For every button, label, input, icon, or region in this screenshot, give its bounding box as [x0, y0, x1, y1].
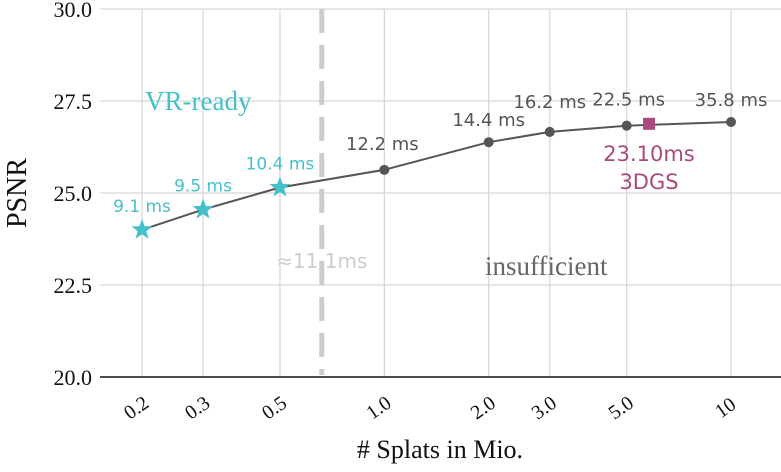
- square-marker-3dgs: [643, 117, 656, 130]
- star-marker: [269, 176, 291, 197]
- annotations: VR-ready insufficient: [145, 86, 608, 281]
- series-line: [141, 121, 732, 231]
- point-label: 9.5 ms: [174, 177, 232, 197]
- grid: [100, 8, 781, 377]
- dot-marker: [726, 116, 737, 127]
- y-tick-label: 20.0: [54, 365, 93, 390]
- y-tick-label: 25.0: [54, 181, 93, 206]
- threshold-group: ≈11.1ms: [276, 9, 367, 375]
- threshold-label: ≈11.1ms: [276, 249, 367, 273]
- y-tick-label: 27.5: [54, 89, 93, 114]
- x-axis-label: # Splats in Mio.: [357, 435, 523, 464]
- dot-marker: [483, 137, 494, 148]
- label-3dgs-time: 23.10ms: [603, 142, 695, 166]
- dot-marker: [379, 164, 390, 175]
- y-tick-label: 30.0: [54, 0, 93, 22]
- x-tick-label: 10: [711, 393, 740, 422]
- point-label: 16.2 ms: [513, 92, 586, 113]
- x-tick-label: 3.0: [528, 392, 561, 424]
- x-axis: 0.2 0.3 0.5 1.0 2.0 3.0 5.0 10: [100, 376, 781, 424]
- star-marker: [131, 218, 153, 239]
- point-label: 10.4 ms: [246, 154, 315, 174]
- point-label: 12.2 ms: [346, 134, 419, 155]
- point-label: 14.4 ms: [452, 110, 525, 131]
- y-axis: 20.0 22.5 25.0 27.5 30.0: [54, 0, 93, 390]
- x-tick-label: 5.0: [605, 392, 638, 424]
- x-tick-label: 1.0: [362, 392, 395, 424]
- point-label: 35.8 ms: [695, 90, 768, 111]
- x-tick-label: 0.5: [258, 392, 291, 424]
- x-tick-label: 2.0: [467, 392, 500, 424]
- point-label: 9.1 ms: [113, 197, 171, 217]
- label-3dgs-name: 3DGS: [619, 170, 678, 194]
- dot-marker: [544, 126, 555, 137]
- dot-marker: [621, 120, 632, 131]
- y-tick-label: 22.5: [54, 273, 93, 298]
- star-marker: [192, 198, 214, 219]
- vr-ready-label: VR-ready: [145, 86, 252, 116]
- insufficient-label: insufficient: [485, 251, 608, 281]
- point-label: 22.5 ms: [592, 90, 665, 111]
- y-axis-label: PSNR: [2, 158, 33, 228]
- x-tick-label: 0.3: [181, 392, 214, 424]
- x-tick-label: 0.2: [120, 392, 153, 424]
